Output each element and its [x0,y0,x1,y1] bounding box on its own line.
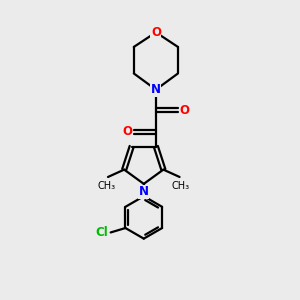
Text: Cl: Cl [95,226,108,239]
Text: N: N [151,83,161,96]
Text: O: O [122,125,132,138]
Text: O: O [179,104,190,117]
Text: O: O [151,26,161,39]
Text: CH₃: CH₃ [172,181,190,190]
Text: N: N [139,185,149,198]
Text: CH₃: CH₃ [98,181,116,190]
